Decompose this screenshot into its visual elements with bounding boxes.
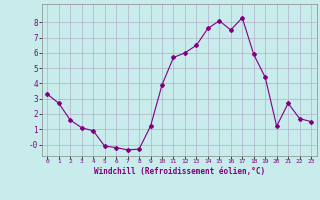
X-axis label: Windchill (Refroidissement éolien,°C): Windchill (Refroidissement éolien,°C) [94, 167, 265, 176]
